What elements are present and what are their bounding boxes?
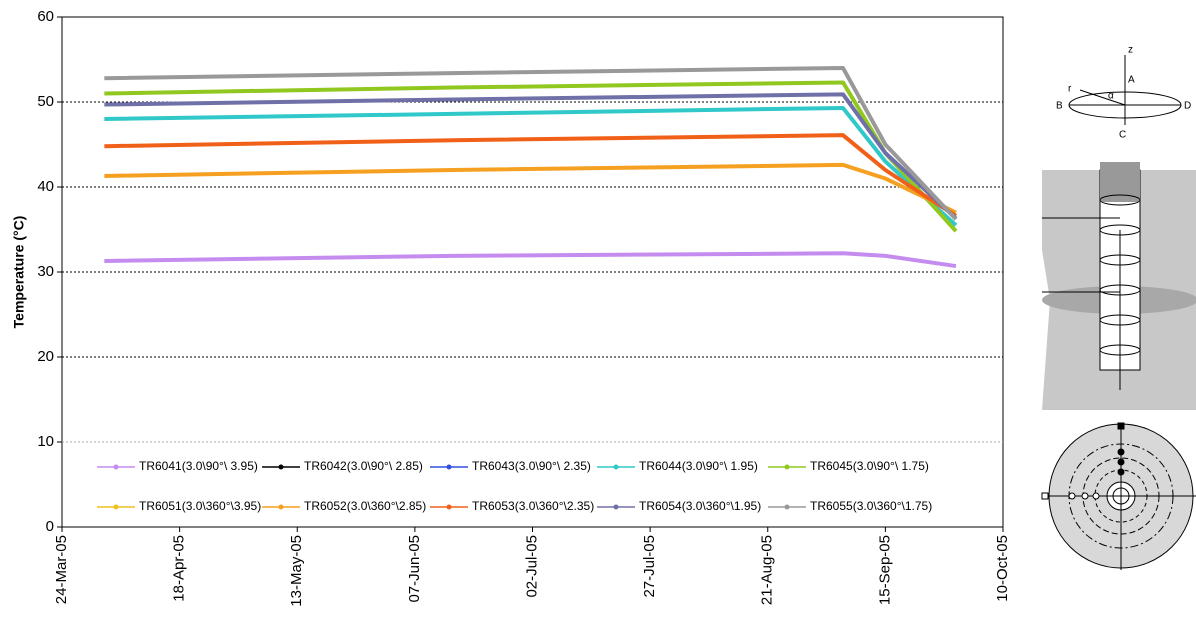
legend-marker [447,505,452,510]
legend-marker [785,465,790,470]
y-tick-label: 0 [46,518,54,535]
legend-marker [114,465,119,470]
y-tick-label: 40 [37,178,54,195]
x-tick-label: 13-May-05 [288,535,305,607]
legend-label: TR6043(3.0\90°\ 2.35) [472,459,591,473]
y-tick-label: 10 [37,433,54,450]
x-tick-label: 18-Apr-05 [171,535,188,602]
diagram-label: B [1056,101,1063,112]
legend-label: TR6042(3.0\90°\ 2.85) [304,459,423,473]
legend-label: TR6054(3.0\360°\1.95) [639,499,761,513]
legend-label: TR6041(3.0\90°\ 3.95) [139,459,258,473]
y-tick-label: 50 [37,93,54,110]
series-line [104,253,956,266]
diagram-middle [1042,162,1196,410]
diagram-label: A [1128,75,1135,86]
x-tick-label: 24-Mar-05 [53,535,70,604]
y-tick-label: 20 [37,348,54,365]
legend-marker [279,465,284,470]
legend-marker [114,505,119,510]
x-tick-label: 15-Sep-05 [876,535,893,605]
diagram-top [1069,55,1181,125]
legend-label: TR6051(3.0\360°\3.95) [139,499,261,513]
diagram-label: r [1068,84,1072,95]
x-tick-label: 21-Aug-05 [759,535,776,605]
figure: Temperature (°C) z A r α B D C 01 [0,0,1196,639]
y-tick-label: 30 [37,263,54,280]
x-tick-label: 07-Jun-05 [406,535,423,603]
legend-marker [785,505,790,510]
diagram-label: C [1119,130,1126,141]
series-line [104,165,956,213]
legend-marker [447,465,452,470]
legend-label: TR6044(3.0\90°\ 1.95) [639,459,758,473]
diagram-label: z [1128,45,1133,56]
legend-marker [279,505,284,510]
diagram-label: D [1184,101,1191,112]
legend-marker [614,465,619,470]
legend-label: TR6045(3.0\90°\ 1.75) [810,459,929,473]
y-axis-label: Temperature (°C) [11,216,27,329]
x-tick-label: 27-Jul-05 [641,535,658,598]
x-tick-label: 02-Jul-05 [523,535,540,598]
diagram-label: α [1108,91,1114,102]
series-line [104,82,956,231]
legend-label: TR6053(3.0\360°\2.35) [472,499,594,513]
y-tick-label: 60 [37,8,54,25]
legend-label: TR6052(3.0\360°\2.85) [304,499,426,513]
x-tick-label: 10-Oct-05 [994,535,1011,602]
diagram-bottom [1042,423,1196,570]
legend-label: TR6055(3.0\360°\1.75) [810,499,932,513]
legend-marker [614,505,619,510]
